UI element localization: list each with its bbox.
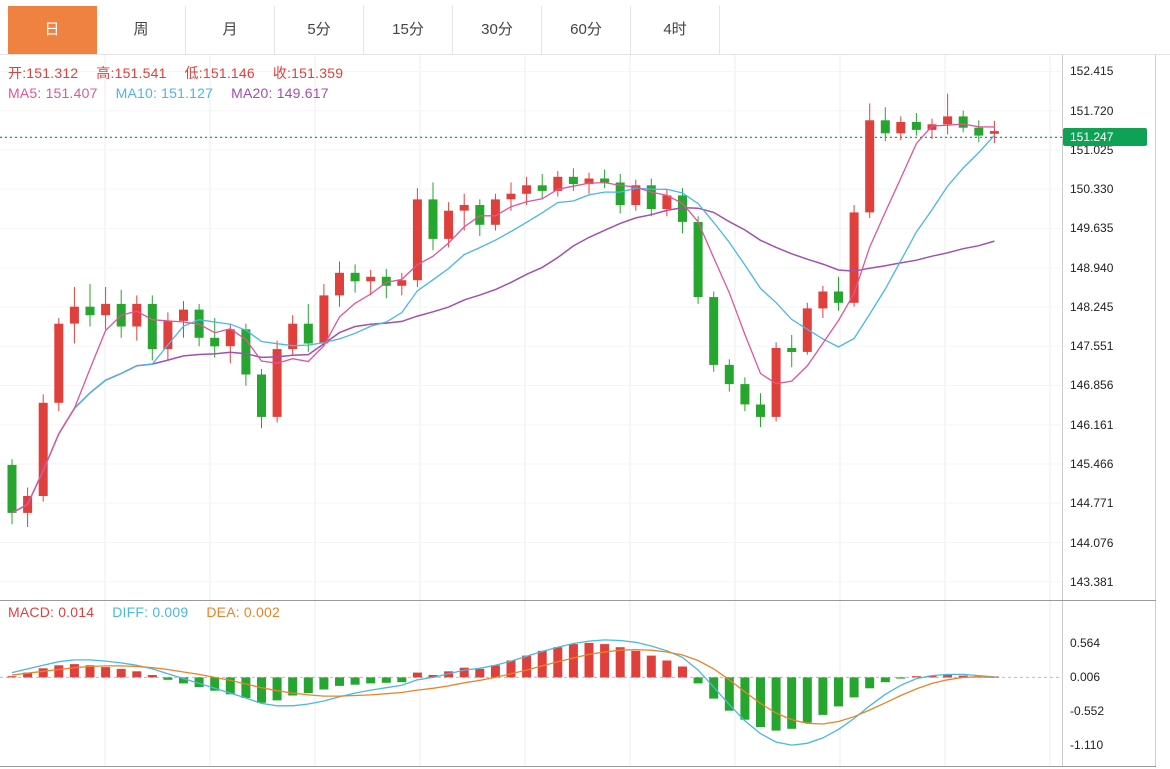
tab-month[interactable]: 月 (186, 6, 275, 54)
macd-y-axis-label: 0.006 (1070, 670, 1101, 684)
tab-30min[interactable]: 30分 (453, 6, 542, 54)
main-y-axis-label: 152.415 (1070, 64, 1114, 78)
ohlc-readout: 开:151.312 高:151.541 低:151.146 收:151.359 (8, 63, 343, 83)
candlestick-svg (0, 55, 1062, 600)
main-y-axis-label: 143.381 (1070, 575, 1114, 589)
main-y-axis-label: 148.245 (1070, 300, 1114, 314)
main-y-axis: 151.247 152.415 151.720 151.025 150.330 149.… (1062, 55, 1156, 600)
macd-svg (0, 600, 1062, 766)
main-y-axis-label: 147.551 (1070, 339, 1114, 353)
ma-readout: MA5: 151.407 MA10: 151.127 MA20: 149.617 (8, 85, 329, 101)
tab-4hour[interactable]: 4时 (631, 6, 720, 54)
main-y-axis-label: 145.466 (1070, 457, 1114, 471)
readout-ma20: MA20: 149.617 (231, 85, 329, 101)
main-y-axis-label: 144.771 (1070, 496, 1114, 510)
main-y-axis-label: 144.076 (1070, 536, 1114, 550)
main-y-axis-label: 149.635 (1070, 221, 1114, 235)
macd-y-axis: 0.564 0.006 -0.552 -1.110 (1062, 600, 1156, 766)
readout-high: 高:151.541 (96, 65, 167, 81)
main-y-axis-label: 151.720 (1070, 104, 1114, 118)
axis-separator-line (1062, 55, 1063, 766)
bottom-border-line (0, 766, 1156, 767)
readout-ma5: MA5: 151.407 (8, 85, 98, 101)
main-y-axis-label: 151.025 (1070, 143, 1114, 157)
macd-plot[interactable]: MACD: 0.014 DIFF: 0.009 DEA: 0.002 (0, 600, 1062, 766)
panel-divider-line (0, 600, 1156, 601)
timeframe-tabs: 日周月 5分 15分 30分 60分 4时 (0, 0, 1170, 55)
tab-day[interactable]: 日 (8, 6, 97, 54)
macd-y-axis-label: 0.564 (1070, 636, 1101, 650)
tab-15min[interactable]: 15分 (364, 6, 453, 54)
macd-readout: MACD: 0.014 DIFF: 0.009 DEA: 0.002 (8, 604, 280, 620)
readout-low: 低:151.146 (184, 65, 255, 81)
readout-ma10: MA10: 151.127 (115, 85, 214, 101)
main-chart-plot[interactable]: 开:151.312 高:151.541 低:151.146 收:151.359 MA5… (0, 55, 1062, 600)
readout-diff: DIFF: 0.009 (112, 604, 189, 620)
macd-y-axis-label: -0.552 (1070, 704, 1105, 718)
right-border-line (1155, 55, 1156, 766)
main-y-axis-label: 146.161 (1070, 418, 1114, 432)
current-price-tag: 151.247 (1063, 128, 1147, 146)
tab-60min[interactable]: 60分 (542, 6, 631, 54)
readout-macd: MACD: 0.014 (8, 604, 95, 620)
macd-y-axis-label: -1.110 (1070, 738, 1104, 752)
main-y-axis-label: 150.330 (1070, 182, 1114, 196)
tab-5min[interactable]: 5分 (275, 6, 364, 54)
main-y-axis-label: 148.940 (1070, 261, 1114, 275)
readout-dea: DEA: 0.002 (206, 604, 280, 620)
main-y-axis-label: 146.856 (1070, 378, 1114, 392)
tab-week[interactable]: 周 (97, 6, 186, 54)
readout-open: 开:151.312 (8, 65, 79, 81)
readout-close: 收:151.359 (272, 65, 344, 81)
